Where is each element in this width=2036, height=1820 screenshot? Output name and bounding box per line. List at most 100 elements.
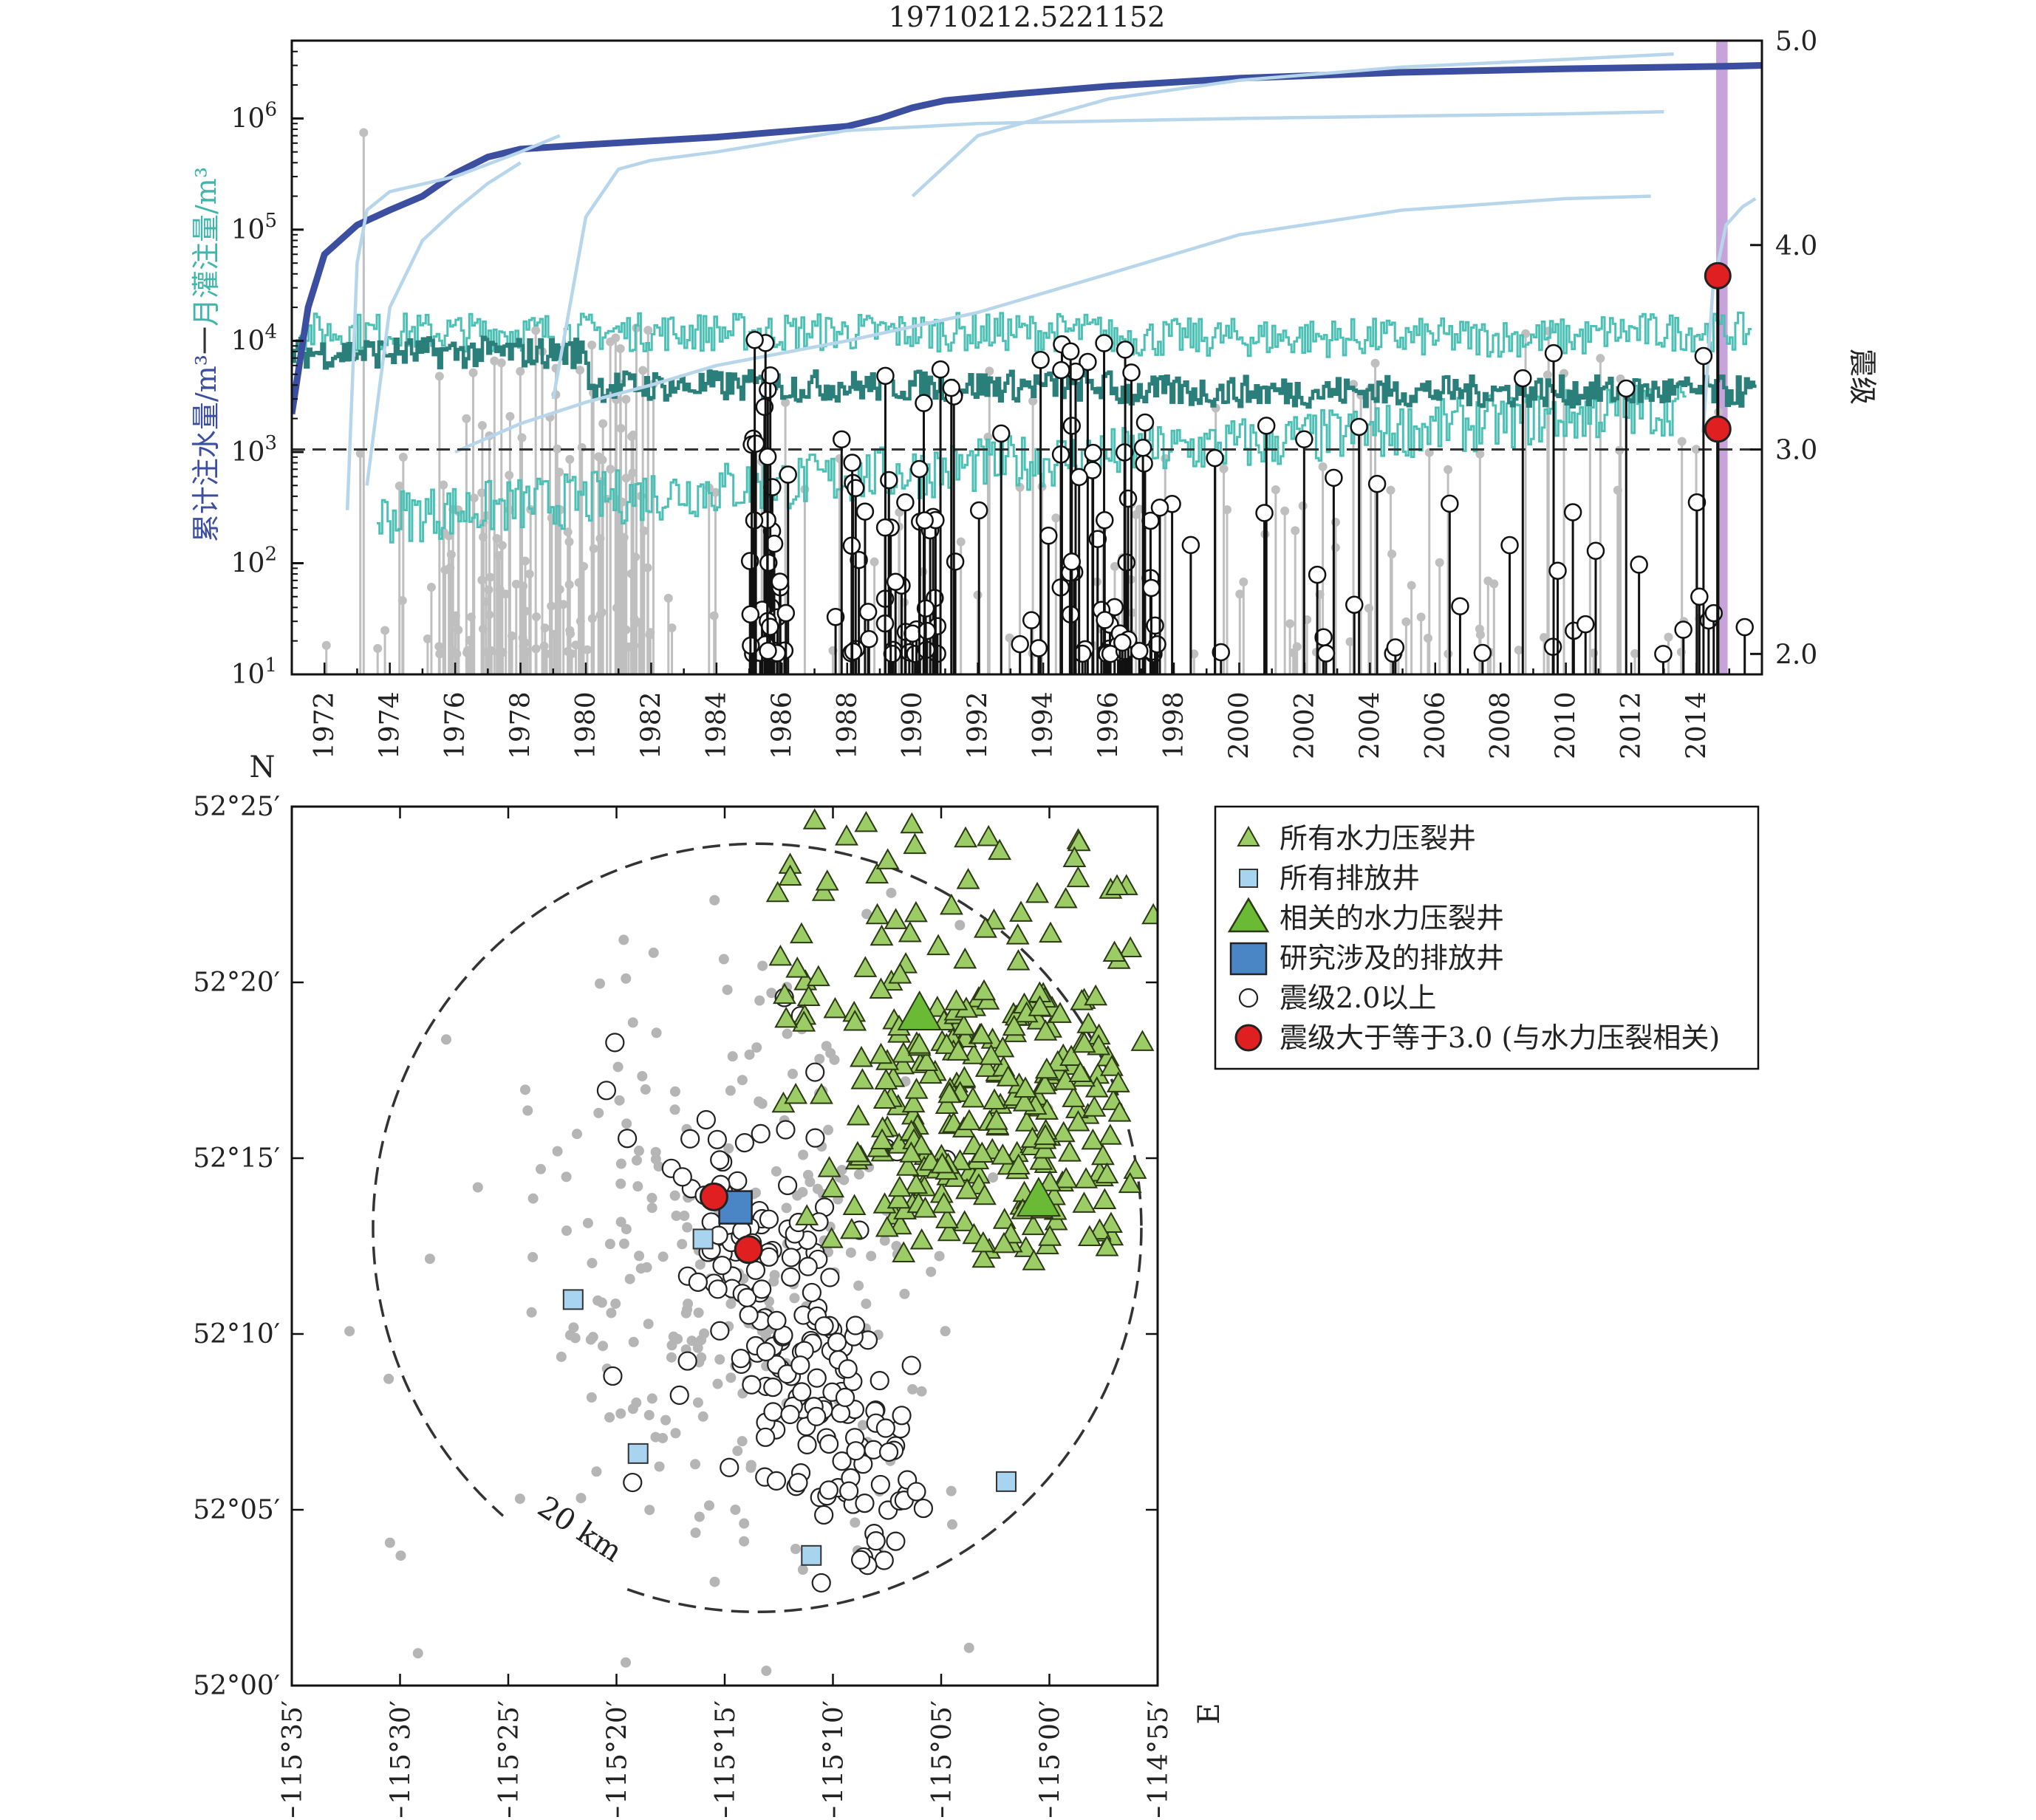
frac-well <box>1067 829 1091 852</box>
magnitude2-event <box>756 1341 776 1362</box>
y-tick-exponent: 4 <box>264 321 277 343</box>
event-marker <box>883 645 902 663</box>
frac-well <box>1028 995 1052 1016</box>
frac-well <box>971 1246 996 1268</box>
background-event <box>934 1251 945 1262</box>
frac-well <box>961 1086 985 1108</box>
gray-event-marker <box>511 579 521 589</box>
map-x-tick-label: −115°35′ <box>278 1700 308 1817</box>
magnitude2-event <box>886 1531 906 1551</box>
background-event <box>615 1178 626 1189</box>
gray-event-marker <box>355 448 365 458</box>
frac-well <box>970 1141 994 1163</box>
gray-event-marker <box>1386 485 1396 495</box>
background-event <box>690 1528 701 1539</box>
legend-label: 相关的水力压裂井 <box>1280 902 1504 934</box>
x-tick-label: 2014 <box>1682 691 1712 759</box>
frac-well <box>971 1231 995 1253</box>
frac-well <box>991 1231 1016 1253</box>
frac-well <box>773 982 796 1005</box>
background-event <box>631 1154 642 1166</box>
frac-well <box>904 1172 929 1194</box>
event-marker <box>776 603 796 623</box>
frac-well <box>1029 1149 1053 1170</box>
y-tick-base: 10 <box>231 215 265 245</box>
frac-well <box>853 956 878 977</box>
gray-event-marker <box>627 432 637 442</box>
background-event <box>621 1224 632 1235</box>
frac-well <box>1014 1076 1037 1098</box>
event-marker <box>761 618 779 636</box>
frac-well <box>1084 1076 1109 1098</box>
frac-well <box>1090 1143 1115 1166</box>
magnitude2-event <box>892 1406 912 1426</box>
related-frac-well <box>897 990 942 1031</box>
frac-well <box>901 1091 926 1113</box>
background-event <box>886 887 897 898</box>
event-marker <box>1206 448 1224 468</box>
gray-event-marker <box>985 366 994 376</box>
monthly-injection-line <box>295 311 1752 358</box>
gray-event-marker <box>359 128 369 137</box>
background-event <box>424 1253 435 1265</box>
frac-well <box>784 1082 808 1104</box>
frac-well <box>1072 1031 1096 1053</box>
related-frac-well <box>1016 1177 1062 1217</box>
magnitude2-event <box>790 1355 810 1375</box>
disposal-well <box>995 1471 1017 1492</box>
event-marker <box>741 605 760 623</box>
magnitude2-event <box>846 1441 866 1461</box>
magnitude2-event <box>759 1209 779 1229</box>
frac-well <box>903 832 927 855</box>
x-tick-label: 2006 <box>1421 691 1451 759</box>
background-event <box>709 1576 720 1587</box>
left-y-axis-label: 累计注水量/m³一月灌注量/m³ <box>190 167 222 542</box>
frac-well <box>1012 1090 1036 1112</box>
other-cumulative-curve <box>551 109 1664 400</box>
gray-event-marker <box>394 481 404 490</box>
radius-circle <box>372 842 1143 1614</box>
background-event <box>552 1146 563 1157</box>
gray-event-marker <box>1664 632 1673 642</box>
map-y-tick-label: 52°00′ <box>193 1671 280 1701</box>
event-marker <box>1500 536 1519 555</box>
background-event <box>853 1280 864 1291</box>
background-event <box>604 1412 615 1423</box>
background-event <box>737 1436 748 1447</box>
magnitude2-event <box>820 1268 840 1287</box>
background-event <box>730 1504 741 1515</box>
frac-well <box>915 1050 939 1071</box>
frac-well <box>1059 1044 1084 1066</box>
background-event <box>757 960 768 971</box>
gray-event-marker <box>643 563 652 572</box>
background-event <box>646 1202 657 1214</box>
background-event <box>522 1105 533 1116</box>
magnitude2-event <box>742 1375 762 1395</box>
event-marker <box>1062 417 1082 435</box>
legend-m2-symbol <box>1238 988 1259 1008</box>
background-event <box>606 1307 617 1318</box>
map-latitude-ticks: 52°00′ 52°05′ 52°10′ 52°15′ 52°20′ 52°25′ <box>193 792 1158 1701</box>
background-event <box>604 1239 615 1250</box>
gray-event-marker <box>1051 513 1061 523</box>
map-x-tick-label: −115°00′ <box>1036 1700 1066 1817</box>
event-marker <box>969 501 988 520</box>
gray-event-marker <box>1370 358 1380 368</box>
gray-event-marker <box>477 575 487 585</box>
map-longitude-ticks: −115°35′ −115°30′ −115°25′ −115°20′ −115°15′… <box>278 807 1174 1820</box>
event-marker <box>896 493 915 512</box>
frac-well <box>1014 1110 1039 1132</box>
map-y-tick-label: 52°10′ <box>193 1319 280 1349</box>
event-marker <box>886 572 905 591</box>
background-event <box>640 1084 651 1095</box>
event-marker <box>1096 510 1114 530</box>
background-event <box>718 954 729 965</box>
frac-well <box>895 1154 920 1176</box>
background-event <box>850 1517 861 1528</box>
event-marker <box>1654 645 1673 663</box>
background-event <box>627 1403 638 1414</box>
frac-well <box>1106 1071 1130 1092</box>
background-event <box>692 1397 703 1408</box>
magnitude2-event <box>835 1387 855 1408</box>
background-event <box>669 1190 680 1201</box>
